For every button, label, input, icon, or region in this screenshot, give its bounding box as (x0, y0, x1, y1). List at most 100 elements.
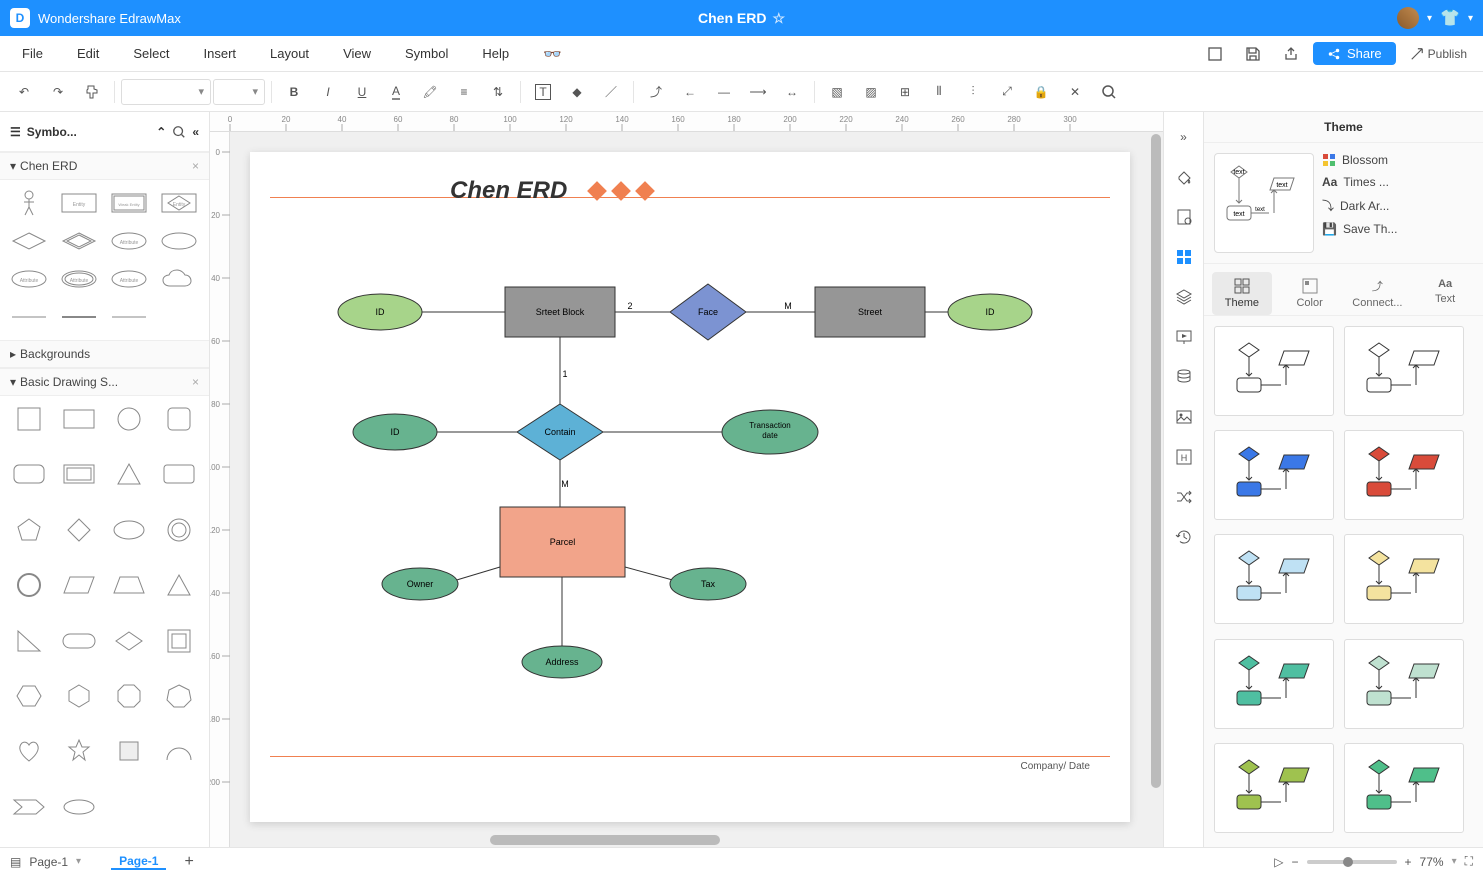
export-icon[interactable] (1275, 42, 1307, 66)
tab-connector[interactable]: ⤴Connect... (1348, 272, 1408, 315)
menu-glasses-icon[interactable]: 👓 (529, 41, 576, 67)
shape-diamond[interactable] (58, 515, 100, 545)
menu-view[interactable]: View (329, 42, 385, 65)
bring-front-icon[interactable]: ▨ (855, 76, 887, 108)
arrow-start-icon[interactable]: ← (674, 76, 706, 108)
shape-ring[interactable] (158, 515, 200, 545)
theme-tile[interactable] (1344, 430, 1464, 520)
tab-theme[interactable]: Theme (1212, 272, 1272, 315)
menu-insert[interactable]: Insert (190, 42, 251, 65)
fill-icon[interactable]: ◆ (561, 76, 593, 108)
history-icon[interactable] (1171, 524, 1197, 550)
shape-derived-attribute[interactable]: Attribute (108, 264, 150, 294)
collapse-left-icon[interactable]: « (192, 125, 199, 139)
line-style-icon[interactable]: ／ (595, 76, 627, 108)
format-painter-icon[interactable] (76, 76, 108, 108)
shape-round-sq[interactable] (158, 404, 200, 434)
page-tab-1[interactable]: Page-1 (111, 854, 166, 870)
add-page-icon[interactable]: + (184, 853, 193, 871)
shape-round-rect2[interactable] (158, 459, 200, 489)
shape-circle[interactable] (108, 404, 150, 434)
fullscreen-icon[interactable]: ⛶ (1465, 854, 1473, 869)
shape-line-3[interactable] (108, 302, 150, 332)
shape-triangle[interactable] (108, 459, 150, 489)
menu-edit[interactable]: Edit (63, 42, 113, 65)
tshirt-dropdown-icon[interactable]: ▾ (1468, 13, 1473, 24)
page-dropdown-icon[interactable]: ▾ (76, 856, 81, 867)
shape-weak-entity[interactable]: Weak Entity (108, 188, 150, 218)
arrow-end-icon[interactable]: ↔ (776, 76, 808, 108)
tab-color[interactable]: Color (1280, 272, 1340, 315)
close-section-basic-icon[interactable]: × (192, 375, 199, 389)
shape-triangle2[interactable] (158, 570, 200, 600)
connector-style-icon[interactable]: ⤴ (640, 76, 672, 108)
shape-ring2[interactable] (8, 570, 50, 600)
zoom-dropdown-icon[interactable]: ▾ (1452, 856, 1457, 867)
search-toolbar-icon[interactable] (1093, 76, 1125, 108)
section-backgrounds[interactable]: ▸ Backgrounds (0, 340, 209, 368)
page-setup-icon[interactable] (1171, 204, 1197, 230)
image-icon[interactable] (1171, 404, 1197, 430)
font-family-select[interactable]: ▾ (121, 79, 211, 105)
theme-tile[interactable] (1214, 639, 1334, 729)
prop-connector[interactable]: ⤵Dark Ar... (1322, 197, 1473, 214)
theme-tile[interactable] (1344, 534, 1464, 624)
theme-panel-icon[interactable] (1171, 244, 1197, 270)
arrow-line-icon[interactable]: — (708, 76, 740, 108)
prop-save-theme[interactable]: 💾Save Th... (1322, 222, 1473, 236)
present-icon[interactable] (1171, 324, 1197, 350)
italic-icon[interactable]: I (312, 76, 344, 108)
avatar-dropdown-icon[interactable]: ▾ (1427, 13, 1432, 24)
canvas-v-scrollbar[interactable] (1151, 134, 1161, 845)
theme-preview[interactable]: text text text text (1214, 153, 1314, 253)
highlight-icon[interactable]: 🖍 (414, 76, 446, 108)
share-button[interactable]: Share (1313, 42, 1396, 65)
play-icon[interactable]: ▷ (1274, 855, 1283, 869)
close-section-icon[interactable]: × (192, 159, 199, 173)
text-box-icon[interactable]: T (527, 76, 559, 108)
shape-square-fill[interactable] (108, 736, 150, 766)
send-back-icon[interactable]: ▧ (821, 76, 853, 108)
theme-tile[interactable] (1214, 534, 1334, 624)
distribute-icon[interactable]: ⫴ (923, 76, 955, 108)
shape-ellipse[interactable] (108, 515, 150, 545)
save-icon[interactable] (1237, 42, 1269, 66)
zoom-out-icon[interactable]: − (1292, 855, 1299, 869)
fill-bucket-icon[interactable] (1171, 164, 1197, 190)
align-objects-icon[interactable]: ⫶ (957, 76, 989, 108)
shape-star[interactable] (58, 736, 100, 766)
zoom-in-icon[interactable]: + (1405, 855, 1412, 869)
theme-tile[interactable] (1214, 326, 1334, 416)
publish-button[interactable]: Publish (1402, 43, 1475, 65)
font-color-icon[interactable]: A (380, 76, 412, 108)
menu-layout[interactable]: Layout (256, 42, 323, 65)
shape-hexagon2[interactable] (58, 681, 100, 711)
shape-rtriangle[interactable] (8, 626, 50, 656)
theme-tile[interactable] (1344, 639, 1464, 729)
prop-font[interactable]: AaTimes ... (1322, 175, 1473, 189)
shape-diamond2[interactable] (108, 626, 150, 656)
search-symbols-icon[interactable] (172, 125, 186, 139)
zoom-thumb[interactable] (1343, 857, 1353, 867)
settings-tool-icon[interactable]: ✕ (1059, 76, 1091, 108)
shape-line-2[interactable] (58, 302, 100, 332)
user-avatar-icon[interactable] (1397, 7, 1419, 29)
canvas-h-scrollbar[interactable] (430, 835, 830, 845)
lock-icon[interactable]: 🔒 (1025, 76, 1057, 108)
shape-pentagon[interactable] (8, 515, 50, 545)
shape-assoc-entity[interactable]: Entity (158, 188, 200, 218)
shape-double-rect[interactable] (58, 459, 100, 489)
theme-tile[interactable] (1214, 430, 1334, 520)
shape-heart[interactable] (8, 736, 50, 766)
undo-icon[interactable]: ↶ (8, 76, 40, 108)
shape-frame[interactable] (158, 626, 200, 656)
data-icon[interactable] (1171, 364, 1197, 390)
h-scroll-thumb[interactable] (490, 835, 720, 845)
menu-help[interactable]: Help (468, 42, 523, 65)
pages-icon[interactable]: ▤ (10, 855, 21, 869)
layers-icon[interactable] (1171, 284, 1197, 310)
caret-up-icon[interactable]: ⌃ (156, 125, 166, 139)
library-icon[interactable]: ☰ (10, 125, 21, 139)
expand-right-icon[interactable]: » (1171, 124, 1197, 150)
shape-entity-person[interactable] (8, 188, 50, 218)
